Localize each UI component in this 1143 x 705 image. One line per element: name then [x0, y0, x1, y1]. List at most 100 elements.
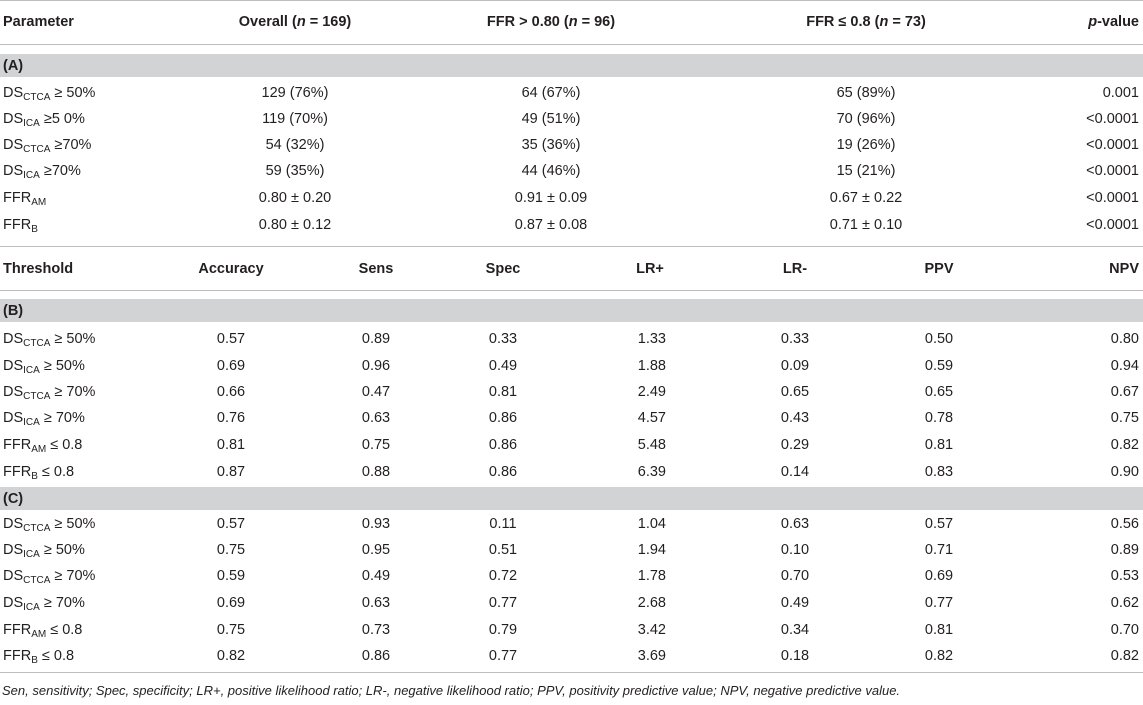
row-label: DSICA ≥ 50% [3, 357, 85, 376]
row-label-suffix: ≥70% [39, 163, 81, 179]
cell-sens: 0.86 [361, 648, 391, 664]
cell-ppv: 0.78 [924, 410, 954, 426]
cell-lr-minus: 0.63 [780, 516, 810, 532]
row-label-subscript: B [31, 224, 38, 235]
header-parameter: Parameter [3, 14, 74, 30]
cell-sens: 0.47 [361, 384, 391, 400]
cell-ppv: 0.82 [924, 648, 954, 664]
cell-lr-plus: 1.04 [637, 516, 666, 532]
header-ffr-gt-part: n [568, 14, 578, 30]
cell-accuracy: 0.75 [216, 622, 246, 638]
cell-sens: 0.96 [361, 358, 391, 374]
cell-spec: 0.11 [489, 516, 517, 532]
row-label: DSCTCA ≥ 70% [3, 567, 95, 586]
cell-spec: 0.33 [488, 331, 518, 347]
cell-spec: 0.86 [488, 464, 518, 480]
cell-ffr-gt: 0.91 ± 0.09 [514, 190, 588, 206]
cell-lr-minus: 0.09 [780, 358, 810, 374]
row-label-suffix: ≥ 70% [39, 595, 85, 611]
header-ffr-le-part: FFR ≤ 0.8 ( [806, 14, 880, 30]
row-label-base: DS [3, 516, 24, 532]
cell-spec: 0.86 [488, 410, 518, 426]
row-label-subscript: CTCA [23, 92, 51, 103]
header-overall: Overall (n = 169) [239, 13, 351, 31]
cell-accuracy: 0.69 [216, 595, 246, 611]
header-sens: Sens [358, 261, 394, 277]
cell-overall: 119 (70%) [262, 111, 328, 127]
row-label-suffix: ≤ 0.8 [37, 464, 75, 480]
row-label-base: DS [3, 595, 24, 611]
cell-npv: 0.56 [1110, 516, 1139, 532]
cell-lr-minus: 0.33 [780, 331, 810, 347]
cell-sens: 0.88 [361, 464, 391, 480]
cell-npv: 0.94 [1110, 358, 1139, 374]
cell-spec: 0.86 [488, 437, 518, 453]
cell-overall: 0.80 ± 0.20 [258, 190, 332, 206]
cell-lr-minus: 0.29 [780, 437, 810, 453]
row-label-base: DS [3, 384, 24, 400]
header-accuracy: Accuracy [198, 261, 264, 277]
cell-lr-plus: 6.39 [637, 464, 666, 480]
cell-ppv: 0.69 [924, 568, 954, 584]
cell-ppv: 0.83 [924, 464, 954, 480]
header-overall-part: Overall ( [238, 14, 297, 30]
section-label-b: (B) [3, 303, 24, 319]
row-label-base: DS [3, 358, 24, 374]
row-label-subscript: CTCA [23, 144, 51, 155]
row-label-suffix: ≥70% [50, 137, 92, 153]
cell-npv: 0.70 [1110, 622, 1139, 638]
header-overall-part: n [296, 14, 306, 30]
cell-npv: 0.89 [1110, 542, 1139, 558]
cell-spec: 0.77 [488, 595, 518, 611]
row-label-base: DS [3, 163, 24, 179]
row-label-base: FFR [3, 648, 32, 664]
row-label-suffix: ≤ 0.8 [37, 648, 75, 664]
cell-spec: 0.49 [488, 358, 518, 374]
cell-sens: 0.89 [361, 331, 391, 347]
header-spec: Spec [485, 261, 521, 277]
cell-spec: 0.72 [488, 568, 518, 584]
cell-lr-plus: 3.42 [637, 622, 666, 638]
cell-accuracy: 0.81 [216, 437, 246, 453]
cell-lr-plus: 2.68 [637, 595, 666, 611]
cell-npv: 0.75 [1110, 410, 1139, 426]
cell-lr-plus: 1.33 [637, 331, 666, 347]
row-label: DSCTCA ≥ 50% [3, 84, 96, 103]
bottom-rule [0, 672, 1143, 673]
row-label-subscript: AM [31, 444, 47, 455]
cell-ppv: 0.57 [924, 516, 954, 532]
section-band-a [0, 54, 1143, 77]
cell-p-value: <0.0001 [1086, 217, 1139, 233]
cell-ffr-le: 15 (21%) [836, 163, 896, 179]
cell-ffr-gt: 35 (36%) [521, 137, 581, 153]
row-label-base: FFR [3, 464, 32, 480]
cell-lr-minus: 0.43 [780, 410, 810, 426]
row-label-suffix: ≥ 50% [50, 85, 96, 101]
cell-lr-minus: 0.34 [780, 622, 810, 638]
row-label-base: DS [3, 568, 24, 584]
header-overall-part: = 169) [305, 14, 352, 30]
row-label-subscript: ICA [23, 417, 40, 428]
row-label-base: FFR [3, 190, 32, 206]
cell-npv: 0.67 [1110, 384, 1139, 400]
cell-lr-minus: 0.10 [780, 542, 810, 558]
header2-rule [0, 290, 1143, 291]
section-band-c [0, 487, 1143, 510]
row-label-subscript: B [31, 471, 38, 482]
cell-p-value: <0.0001 [1086, 163, 1139, 179]
row-label-base: DS [3, 331, 24, 347]
cell-ppv: 0.77 [924, 595, 954, 611]
cell-lr-minus: 0.65 [780, 384, 810, 400]
row-label: FFRAM [3, 189, 46, 208]
header-p-value-part: p [1088, 14, 1098, 30]
cell-p-value: 0.001 [1102, 85, 1139, 101]
row-label-subscript: ICA [23, 365, 40, 376]
row-label: DSICA ≥70% [3, 162, 81, 181]
row-label: FFRB [3, 216, 38, 235]
row-label: FFRB ≤ 0.8 [3, 463, 75, 482]
cell-ffr-le: 19 (26%) [836, 137, 896, 153]
divider-rule [0, 246, 1143, 247]
cell-npv: 0.62 [1110, 595, 1139, 611]
cell-overall: 129 (76%) [261, 85, 329, 101]
row-label-suffix: ≥5 0% [39, 111, 85, 127]
